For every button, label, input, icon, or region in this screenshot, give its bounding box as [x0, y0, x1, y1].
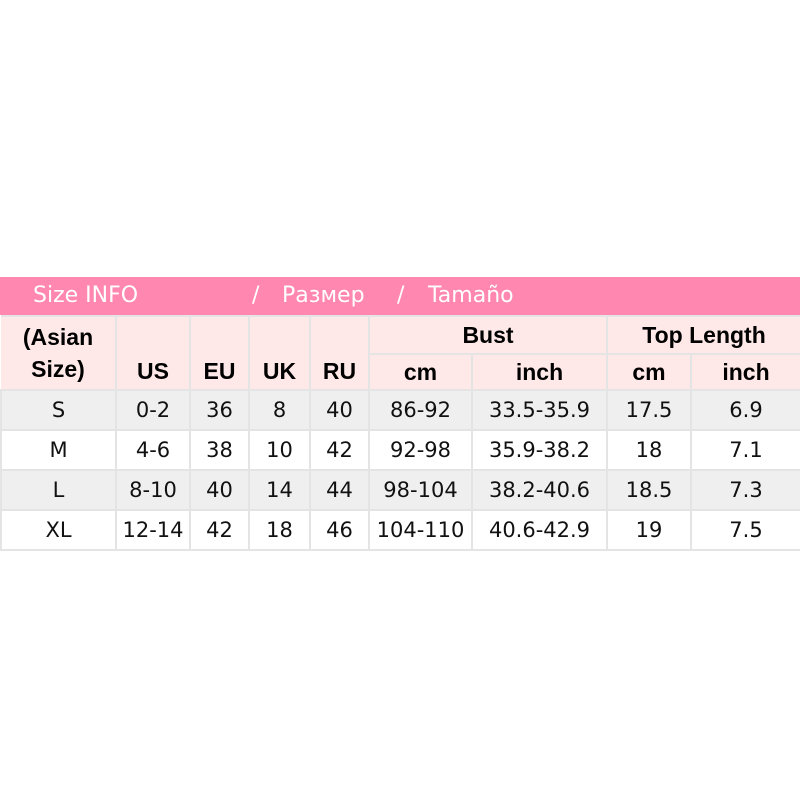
size-chart-title-bar: Size INFO / Размер / Tamaño [0, 277, 800, 315]
cell-size: M [0, 429, 117, 471]
cell-ru: 44 [309, 469, 370, 511]
cell-us: 4-6 [115, 429, 191, 471]
cell-length-inch: 6.9 [689, 389, 800, 431]
cell-eu: 38 [189, 429, 250, 471]
table-row: S 0-2 36 8 40 86-92 33.5-35.9 17.5 6.9 [0, 389, 800, 431]
cell-length-cm: 17.5 [606, 389, 692, 431]
cell-length-cm: 18.5 [606, 469, 692, 511]
cell-eu: 36 [189, 389, 250, 431]
cell-us: 8-10 [115, 469, 191, 511]
cell-bust-cm: 98-104 [368, 469, 473, 511]
title-spanish: Tamaño [428, 283, 514, 308]
cell-bust-inch: 35.9-38.2 [471, 429, 608, 471]
cell-eu: 42 [189, 509, 250, 551]
cell-length-inch: 7.3 [689, 469, 800, 511]
header-eu: EU [189, 315, 250, 391]
cell-ru: 42 [309, 429, 370, 471]
header-length-cm: cm [606, 353, 692, 391]
cell-length-inch: 7.5 [689, 509, 800, 551]
header-top-length: Top Length [605, 315, 800, 355]
cell-ru: 40 [309, 389, 370, 431]
subheader-row: cm inch cm inch [1, 353, 800, 391]
cell-bust-cm: 92-98 [368, 429, 473, 471]
cell-us: 12-14 [115, 509, 191, 551]
title-russian: Размер [282, 283, 365, 308]
cell-size: L [0, 469, 117, 511]
cell-size: S [0, 389, 117, 431]
header-row: (Asian Size) US EU UK RU Bust Top Length [1, 315, 800, 391]
table-row: XL 12-14 42 18 46 104-110 40.6-42.9 19 7.5 [0, 509, 800, 551]
cell-length-cm: 18 [606, 429, 692, 471]
title-separator: / [397, 283, 405, 308]
size-table: (Asian Size) US EU UK RU Bust Top Length… [0, 315, 800, 551]
header-bust-cm: cm [369, 353, 473, 391]
cell-length-inch: 7.1 [689, 429, 800, 471]
header-bust: Bust [368, 315, 608, 355]
cell-length-cm: 19 [606, 509, 692, 551]
title-english: Size INFO [33, 283, 139, 308]
header-size: (Asian Size) [1, 315, 117, 391]
size-chart: Size INFO / Размер / Tamaño (Asian Size)… [0, 277, 800, 551]
cell-eu: 40 [189, 469, 250, 511]
cell-uk: 8 [248, 389, 311, 431]
cell-bust-cm: 86-92 [368, 389, 473, 431]
cell-size: XL [0, 509, 117, 551]
cell-uk: 14 [248, 469, 311, 511]
cell-bust-inch: 33.5-35.9 [471, 389, 608, 431]
cell-uk: 10 [248, 429, 311, 471]
cell-bust-inch: 40.6-42.9 [471, 509, 608, 551]
header-uk: UK [248, 315, 311, 391]
cell-uk: 18 [248, 509, 311, 551]
header-length-inch: inch [689, 353, 800, 391]
cell-us: 0-2 [115, 389, 191, 431]
header-bust-inch: inch [471, 353, 608, 391]
cell-bust-inch: 38.2-40.6 [471, 469, 608, 511]
header-us: US [115, 315, 191, 391]
table-row: M 4-6 38 10 42 92-98 35.9-38.2 18 7.1 [0, 429, 800, 471]
cell-ru: 46 [309, 509, 370, 551]
header-ru: RU [309, 315, 370, 391]
title-separator: / [252, 283, 260, 308]
cell-bust-cm: 104-110 [368, 509, 473, 551]
table-row: L 8-10 40 14 44 98-104 38.2-40.6 18.5 7.3 [0, 469, 800, 511]
